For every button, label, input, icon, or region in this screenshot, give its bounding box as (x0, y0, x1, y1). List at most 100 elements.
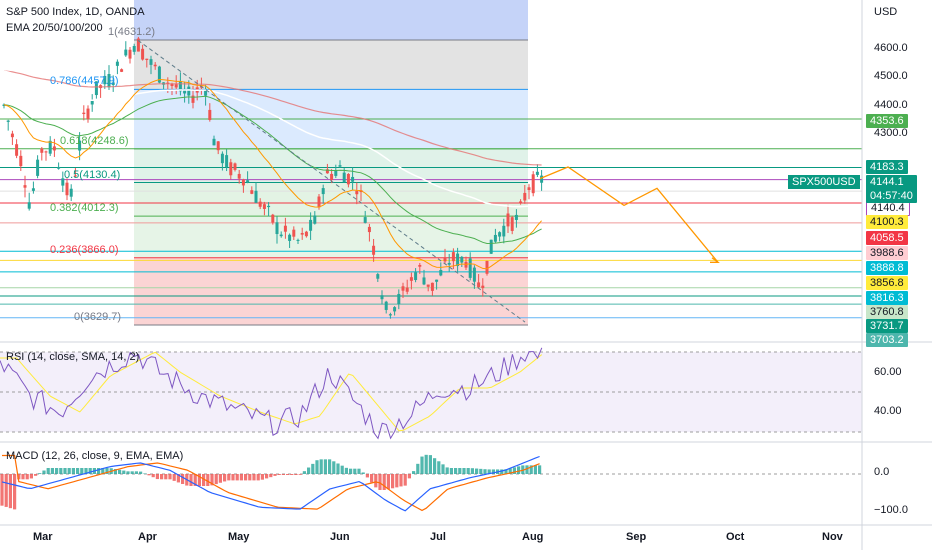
macd-histogram-bar (101, 468, 105, 474)
macd-histogram-bar (97, 468, 101, 474)
macd-histogram-bar (403, 474, 407, 486)
price-level-tag[interactable]: 3856.8 (866, 276, 908, 290)
price-level-tag[interactable]: 3760.8 (866, 305, 908, 319)
macd-histogram-bar (437, 461, 441, 474)
candle-body (540, 175, 544, 183)
candle-body (191, 95, 195, 103)
price-level-tag[interactable]: 3731.7 (866, 319, 908, 333)
bar-countdown: 04:57:40 (870, 190, 913, 202)
candle-body (510, 217, 514, 231)
candle-body (31, 188, 35, 191)
macd-histogram-bar (273, 474, 277, 476)
candle-body (90, 100, 94, 105)
price-level-tag[interactable]: 4058.5 (866, 231, 908, 245)
candle-body (229, 162, 233, 176)
candle-body (220, 153, 224, 164)
month-mar: Mar (33, 531, 53, 543)
price-level-tag[interactable]: 4140.4 (866, 200, 910, 216)
candle-body (355, 190, 359, 195)
macd-histogram-bar (38, 473, 42, 474)
macd-histogram-bar (88, 468, 92, 474)
last-price-tag: 4144.1 04:57:40 (866, 175, 917, 203)
macd-histogram-bar (382, 474, 386, 490)
macd-histogram-bar (445, 467, 449, 474)
macd-histogram-bar (302, 471, 306, 474)
month-apr: Apr (138, 531, 157, 543)
currency-label: USD (874, 6, 898, 18)
candle-body (279, 234, 283, 237)
macd-histogram-bar (239, 474, 243, 481)
symbol-title[interactable]: S&P 500 Index, 1D, OANDA (6, 6, 145, 18)
macd-histogram-bar (50, 468, 54, 474)
price-level-tag[interactable]: 3888.8 (866, 261, 908, 275)
macd-histogram-bar (130, 471, 134, 474)
candle-body (241, 179, 245, 186)
macd-histogram-bar (395, 474, 399, 488)
candle-body (304, 231, 308, 237)
rsi-label[interactable]: RSI (14, close, SMA, 14, 2) (6, 351, 140, 363)
macd-histogram-bar (441, 464, 445, 474)
macd-label[interactable]: MACD (12, 26, close, 9, EMA, EMA) (6, 450, 184, 462)
candle-body (19, 155, 23, 167)
fib-zone (134, 182, 528, 217)
candle-body (73, 175, 77, 177)
macd-histogram-bar (483, 469, 487, 474)
dashed-trendline (137, 39, 526, 323)
candle-body (460, 256, 464, 263)
candle-body (325, 169, 329, 174)
price-level-tag[interactable]: 4353.6 (866, 114, 908, 128)
month-aug: Aug (522, 531, 544, 543)
macd-histogram-bar (475, 468, 479, 474)
candle-body (178, 81, 182, 92)
candle-body (367, 226, 371, 233)
price-level-tag[interactable]: 3988.6 (866, 246, 908, 260)
macd-histogram-bar (349, 468, 353, 474)
price-level-tag[interactable]: 4100.3 (866, 215, 908, 229)
candle-body (380, 295, 384, 300)
month-nov: Nov (822, 531, 843, 543)
candle-body (141, 48, 145, 60)
macd-histogram-bar (143, 473, 147, 474)
candle-body (481, 285, 485, 289)
macd-histogram-bar (256, 474, 260, 481)
price-level-tag[interactable]: 3703.2 (866, 333, 908, 347)
macd-histogram-bar (487, 469, 491, 474)
candle-body (430, 282, 434, 291)
candle-body (170, 83, 174, 87)
fib-level-label: 1(4631.2) (108, 26, 156, 38)
macd-histogram (0, 454, 542, 510)
price-level-tag[interactable]: 3816.3 (866, 291, 908, 305)
macd-histogram-bar (428, 455, 432, 474)
macd-histogram-bar (416, 463, 420, 474)
candle-body (145, 58, 149, 60)
macd-histogram-bar (424, 454, 428, 474)
macd-histogram-bar (172, 474, 176, 481)
macd-histogram-bar (479, 468, 483, 474)
price-axis-label: 4400.0 (874, 98, 908, 111)
candle-body (288, 234, 292, 241)
candle-body (233, 163, 237, 170)
macd-histogram-bar (252, 474, 256, 481)
candle-body (44, 151, 48, 153)
candle-body (6, 120, 10, 122)
macd-histogram-bar (176, 474, 180, 483)
ema-indicator-label[interactable]: EMA 20/50/100/200 (6, 22, 103, 34)
macd-histogram-bar (370, 474, 374, 483)
candle-body (296, 239, 300, 241)
candle-body (153, 64, 157, 67)
macd-histogram-bar (386, 474, 390, 490)
candle-body (258, 201, 262, 207)
symbol-price-badge: SPX500USD (788, 175, 860, 189)
price-level-tag[interactable]: 4183.3 (866, 160, 908, 174)
candle-body (405, 287, 409, 292)
macd-histogram-bar (248, 474, 252, 481)
candle-body (372, 245, 376, 255)
macd-histogram-bar (13, 474, 17, 510)
candle-body (23, 185, 27, 188)
candle-body (15, 144, 19, 156)
rsi-level-40: 40.00 (874, 405, 902, 417)
macd-histogram-bar (189, 474, 193, 486)
macd-histogram-bar (63, 468, 67, 474)
macd-histogram-bar (412, 471, 416, 474)
